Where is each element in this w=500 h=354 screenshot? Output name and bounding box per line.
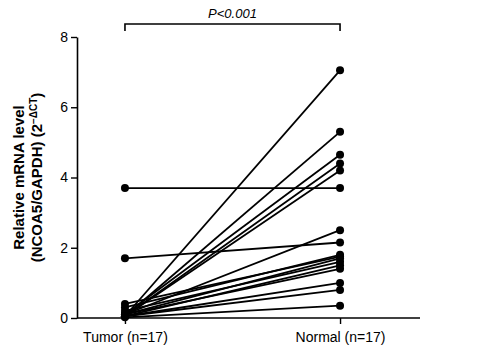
y-tick: 4: [60, 169, 77, 185]
point: [336, 238, 344, 246]
point: [121, 184, 129, 192]
pair: [121, 226, 344, 318]
pair: [121, 265, 344, 319]
pair-line: [125, 265, 340, 316]
x-tick-label: Normal (n=17): [296, 329, 386, 345]
pair-line: [125, 70, 340, 316]
x-tick-label: Tumor (n=17): [83, 329, 168, 345]
pair-line: [125, 258, 340, 314]
y-tick-label: 0: [60, 310, 68, 326]
pair-line: [125, 242, 340, 258]
pair: [121, 166, 344, 320]
y-axis-title: Relative mRNA level(NCOA5/GAPDH) (2−ΔCT): [10, 93, 45, 263]
pair: [121, 128, 344, 320]
pair-line: [125, 257, 340, 304]
y-tick-label: 2: [60, 240, 68, 256]
x-axis: Tumor (n=17) Normal (n=17): [77, 318, 420, 345]
y-tick: 8: [60, 29, 77, 45]
y-tick-mark: [71, 248, 77, 249]
y-axis: 0 2 4 6 8: [60, 29, 77, 326]
pair-line: [125, 306, 340, 318]
pair: [121, 151, 344, 319]
y-tick: 6: [60, 99, 77, 115]
chart: 0 2 4 6 8 Tumor (n=17) Normal (n=17) Relative m…: [0, 0, 500, 354]
y-axis-title-part: ): [28, 93, 45, 98]
y-tick-label: 4: [60, 169, 68, 185]
pair-line: [125, 170, 340, 316]
pair: [121, 254, 344, 318]
y-axis-title-line: Relative mRNA level: [10, 105, 27, 250]
pair: [121, 159, 344, 320]
point: [336, 128, 344, 136]
y-axis-title-part: (NCOA5/GAPDH) (2: [28, 124, 45, 262]
y-tick: 0: [60, 310, 77, 326]
point: [336, 159, 344, 167]
point: [336, 279, 344, 287]
point: [336, 286, 344, 294]
point: [336, 66, 344, 74]
point: [121, 254, 129, 262]
y-tick-mark: [71, 107, 77, 108]
point: [336, 265, 344, 273]
x-tick: Tumor (n=17): [83, 318, 168, 345]
pair: [121, 302, 344, 322]
y-tick-mark: [71, 177, 77, 178]
point: [336, 166, 344, 174]
y-axis-title-line: (NCOA5/GAPDH) (2−ΔCT): [28, 93, 46, 263]
point: [336, 226, 344, 234]
x-tick-mark: [340, 318, 341, 324]
pair: [121, 66, 344, 320]
point: [121, 300, 129, 308]
pair: [121, 261, 344, 320]
plot-area: [121, 66, 344, 321]
point: [336, 184, 344, 192]
pair-line: [125, 187, 340, 189]
x-tick: Normal (n=17): [296, 318, 386, 345]
pair: [121, 238, 344, 262]
point: [121, 313, 129, 321]
y-axis-title-superscript: −ΔCT: [28, 98, 39, 124]
pair-line: [125, 163, 340, 316]
pair: [121, 279, 344, 320]
y-tick-mark: [71, 318, 77, 319]
y-tick-mark: [71, 37, 77, 38]
y-tick-label: 6: [60, 99, 68, 115]
pair: [121, 184, 344, 192]
point: [336, 151, 344, 159]
significance-bracket: [125, 24, 340, 31]
pair: [121, 286, 344, 320]
y-tick: 2: [60, 240, 77, 256]
y-tick-label: 8: [60, 29, 68, 45]
pair-line: [125, 132, 340, 316]
point: [336, 302, 344, 310]
p-value: P<0.001: [208, 6, 257, 21]
